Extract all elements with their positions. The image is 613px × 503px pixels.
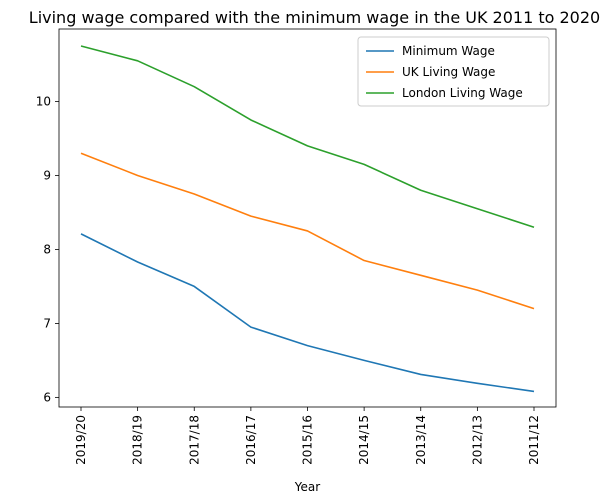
y-tick-label: 10 bbox=[36, 94, 51, 108]
legend-label: UK Living Wage bbox=[402, 65, 495, 79]
series-line-minimum-wage bbox=[80, 233, 535, 393]
series-layer bbox=[80, 45, 535, 393]
legend-label: Minimum Wage bbox=[402, 44, 495, 58]
x-tick-label: 2012/13 bbox=[470, 415, 484, 465]
x-axis-label: Year bbox=[294, 480, 320, 494]
y-tick-label: 8 bbox=[43, 242, 51, 256]
x-tick-label: 2013/14 bbox=[414, 415, 428, 465]
legend-label: London Living Wage bbox=[402, 86, 523, 100]
x-tick-label: 2016/17 bbox=[244, 415, 258, 465]
x-tick-label: 2011/12 bbox=[527, 415, 541, 465]
x-tick-label: 2017/18 bbox=[187, 415, 201, 465]
x-tick-label: 2014/15 bbox=[357, 415, 371, 465]
legend-box bbox=[357, 36, 550, 107]
y-tick-label: 9 bbox=[43, 168, 51, 182]
x-tick-label: 2015/16 bbox=[301, 415, 315, 465]
y-axis: 6 7 8 9 10 bbox=[36, 94, 59, 404]
series-line-uk-living-wage bbox=[80, 152, 535, 310]
y-tick-label: 6 bbox=[43, 390, 51, 404]
x-tick-label: 2019/20 bbox=[74, 415, 88, 465]
chart-title: Living wage compared with the minimum wa… bbox=[29, 8, 600, 27]
x-axis: 2019/20 2018/19 2017/18 2016/17 2015/16 2014/… bbox=[74, 407, 541, 465]
series-line-london-living-wage bbox=[80, 45, 535, 229]
legend: Minimum Wage UK Living Wage London Living … bbox=[357, 36, 550, 107]
x-tick-label: 2018/19 bbox=[131, 415, 145, 465]
y-tick-label: 7 bbox=[43, 316, 51, 330]
